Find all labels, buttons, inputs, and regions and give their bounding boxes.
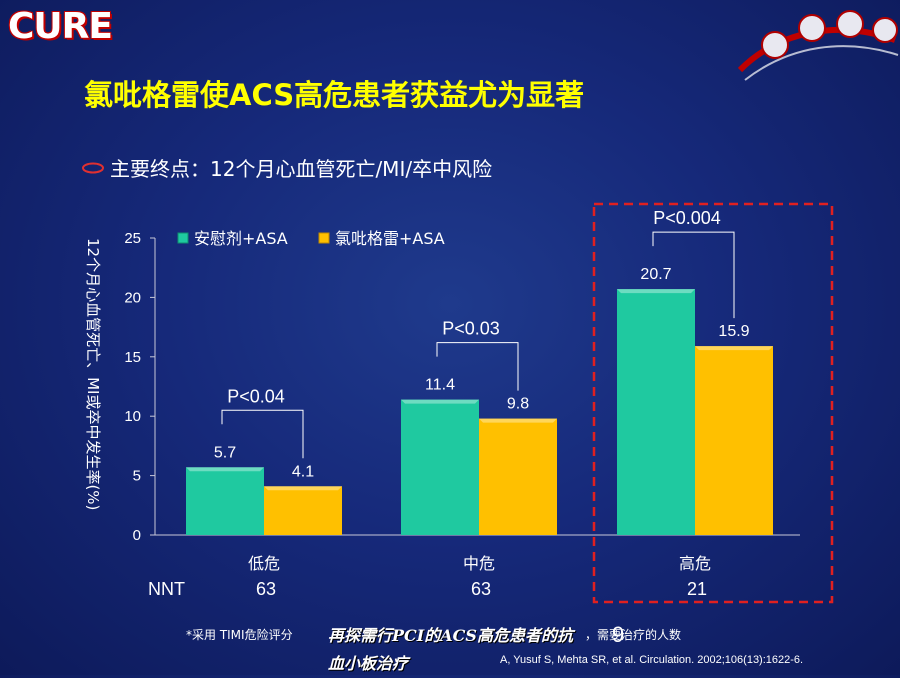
nnt-value: 21 [687,579,707,599]
bar [401,399,479,535]
data-label: 9.8 [507,396,529,413]
nnt-label: NNT [148,579,185,599]
footnote-nnt-definition: ，需要治疗的人数 [585,628,682,642]
data-label: 11.4 [425,377,455,394]
slide-title: 氯吡格雷使ACS高危患者获益尤为显著 [84,78,585,112]
category-label: 中危 [463,554,495,573]
bullet-icon [82,162,104,173]
y-tick-label: 20 [124,289,141,306]
y-tick-label: 25 [124,230,141,247]
y-tick-label: 15 [124,349,141,366]
p-value-label: P<0.03 [442,319,500,339]
p-value-bracket [436,342,519,391]
p-value-label: P<0.004 [653,208,721,228]
data-label: 15.9 [718,323,749,340]
y-tick-label: 10 [124,408,141,425]
subtitle-row: 主要终点：12个月心血管死亡/MI/卒中风险 [82,153,492,182]
page-number: 9 [612,622,625,647]
bar-bevel [479,418,557,423]
legend-label: 氯吡格雷+ASA [335,229,445,248]
nnt-value: 63 [471,579,491,599]
bar [617,289,695,535]
y-tick-label: 0 [133,527,141,544]
bar-bevel [695,346,773,351]
legend-label: 安慰剂+ASA [194,229,288,248]
subtitle: 主要终点：12个月心血管死亡/MI/卒中风险 [110,157,493,181]
p-value-bracket [652,231,735,319]
highlight-box [592,202,834,604]
bar [479,418,557,535]
bar [264,486,342,535]
legend-swatch [177,232,189,244]
category-label: 高危 [679,554,711,573]
bar-bevel [617,289,695,294]
bar-bevel [401,399,479,404]
legend-swatch [318,232,330,244]
data-label: 5.7 [214,444,236,461]
category-label: 低危 [248,554,280,573]
bar-bevel [264,486,342,491]
y-tick-label: 5 [133,468,141,485]
data-label: 20.7 [640,266,671,283]
decorative-swoosh-icon [737,10,899,81]
p-value-label: P<0.04 [227,386,285,406]
bar [186,467,264,535]
footnote-reference: A, Yusuf S, Mehta SR, et al. Circulation… [500,654,804,666]
overlay-caption: 再探需行PCI的ACS高危患者的抗血小板治疗 [328,626,573,673]
bar [695,346,773,535]
footnote-timi: *采用 TIMI危险评分 [186,628,293,642]
y-axis-label: 12个月心血管死亡、MI或卒中发生率(%) [84,238,102,510]
cure-logo: CURE [8,6,113,47]
nnt-value: 63 [256,579,276,599]
p-value-bracket [221,409,304,459]
data-label: 4.1 [292,463,314,480]
bar-bevel [186,467,264,472]
